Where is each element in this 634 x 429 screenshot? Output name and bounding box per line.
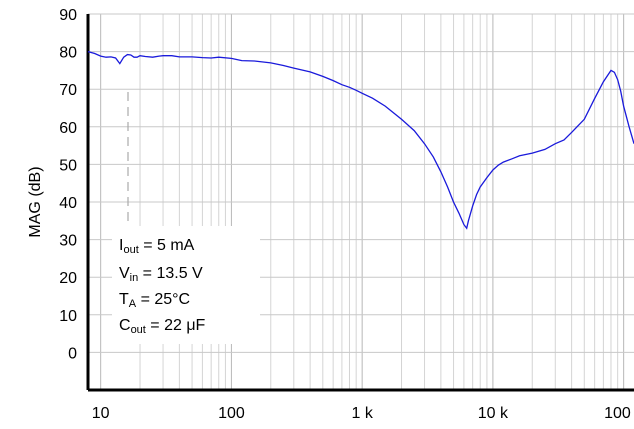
x-tick-label: 1 k — [351, 405, 373, 422]
y-tick-label: 40 — [59, 195, 77, 212]
y-tick-label: 70 — [59, 82, 77, 99]
x-tick-label: 10 — [92, 405, 110, 422]
y-tick-label: 10 — [59, 308, 77, 325]
y-tick-label: 80 — [59, 45, 77, 62]
x-tick-label: 10 k — [478, 405, 509, 422]
annotation-iout: Iout = 5 mA — [119, 237, 195, 256]
y-tick-label: 50 — [59, 157, 77, 174]
annotation-cout: Cout = 22 μF — [119, 317, 206, 336]
magnitude-series-line — [87, 50, 634, 230]
x-tick-label: 100 — [218, 405, 245, 422]
y-axis-label: MAG (dB) — [27, 166, 44, 237]
grid — [86, 13, 634, 392]
x-axis-ticks: 10 100 1 k 10 k 100 k — [92, 405, 634, 422]
annotation-ta: TA = 25°C — [119, 291, 191, 310]
y-tick-label: 20 — [59, 270, 77, 287]
y-axis-ticks: 0 10 20 30 40 50 60 70 80 90 — [59, 7, 77, 362]
annotation-box — [112, 226, 260, 344]
y-tick-label: 60 — [59, 120, 77, 137]
y-tick-label: 0 — [68, 345, 77, 362]
annotation-vin: Vin = 13.5 V — [119, 265, 203, 284]
y-tick-label: 90 — [59, 7, 77, 24]
y-tick-label: 30 — [59, 233, 77, 250]
x-tick-label: 100 k — [604, 405, 634, 422]
